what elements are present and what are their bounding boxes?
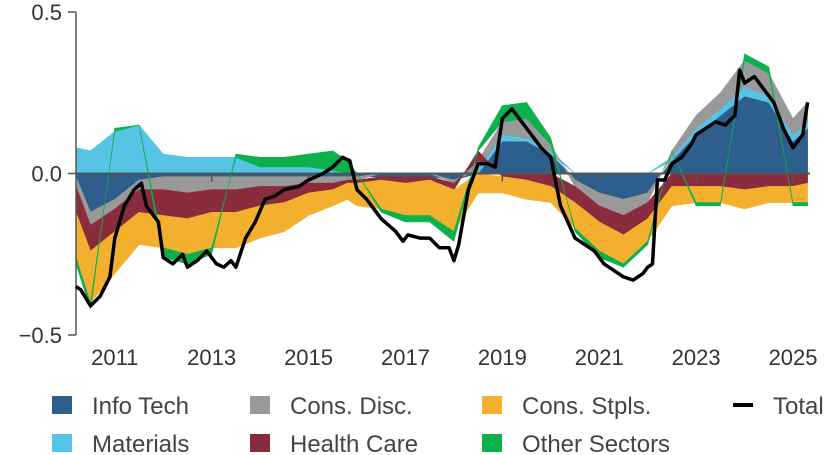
y-tick-label: 0.0 [31,162,62,187]
legend-item-other-sectors: Other Sectors [482,431,670,455]
x-tick-label: 2025 [769,345,818,370]
legend-swatch [250,396,270,414]
legend-swatch [52,434,72,452]
legend-swatch [52,396,72,414]
legend-item-materials: Materials [52,431,189,455]
legend-label: Info Tech [92,393,189,420]
area-other-sectors [75,53,808,310]
axes: 0.5 0.0 −0.5 2011 2013 2015 2017 2019 2021 2023 20… [19,0,818,370]
y-tick-label: −0.5 [19,323,62,348]
legend-item-cons-stpls: Cons. Stpls. [482,393,651,420]
x-tick-label: 2015 [284,345,333,370]
total-line [75,68,810,308]
legend-swatch [482,434,502,452]
legend-label: Cons. Stpls. [522,393,651,420]
legend-swatch [482,396,502,414]
legend-item-cons-disc: Cons. Disc. [250,393,413,420]
x-tick-label: 2019 [478,345,527,370]
legend-swatch [250,434,270,452]
legend-label: Health Care [290,431,418,455]
x-tick-label: 2023 [672,345,721,370]
legend: Info Tech Cons. Disc. Cons. Stpls. Total Mat… [52,393,824,455]
sector-areas [75,53,808,310]
legend-label: Other Sectors [522,431,670,455]
legend-label: Cons. Disc. [290,393,413,420]
legend-label: Total [773,393,824,420]
total-series [75,68,810,308]
x-tick-label: 2021 [575,345,624,370]
legend-item-total: Total [733,393,824,420]
legend-item-info-tech: Info Tech [52,393,189,420]
area-cons-stpls [75,173,808,304]
x-tick-label: 2011 [91,345,138,370]
x-tick-label: 2013 [187,345,236,370]
y-tick-label: 0.5 [31,0,62,25]
legend-label: Materials [92,431,189,455]
legend-item-health-care: Health Care [250,431,418,455]
x-tick-label: 2017 [381,345,430,370]
